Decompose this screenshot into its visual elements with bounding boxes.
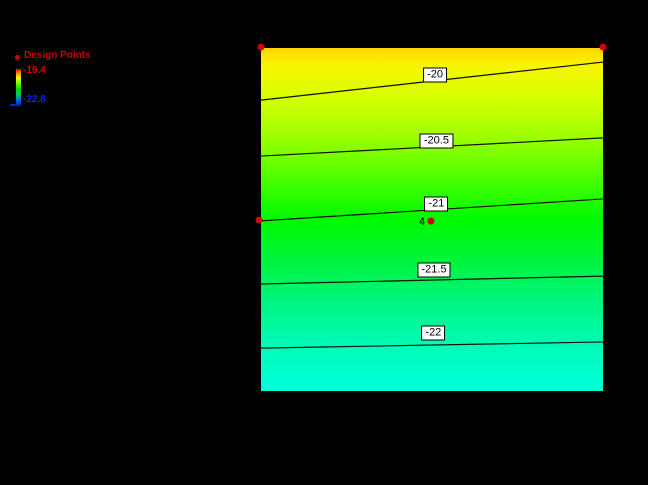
colorbar-max-label: -19.4 <box>23 65 46 76</box>
contour-label: -22 <box>421 325 446 341</box>
design-point-id-label: 4 <box>418 215 425 228</box>
vertex-marker <box>257 43 265 51</box>
design-point-dot[interactable] <box>427 217 435 225</box>
contour-label: -21 <box>424 196 449 212</box>
legend-title: Design Points <box>24 50 91 61</box>
contour-label: -21.5 <box>417 262 451 278</box>
colorbar-min-tick <box>10 104 17 106</box>
colorbar <box>16 69 21 106</box>
vertex-marker <box>599 43 607 51</box>
design-point-marker-icon <box>15 55 20 60</box>
contour-line <box>260 341 604 349</box>
contour-label: -20.5 <box>419 133 453 149</box>
contour-line <box>260 275 604 285</box>
vertex-marker <box>255 216 263 224</box>
colorbar-min-label: -22.8 <box>23 94 46 105</box>
plot-area[interactable]: -20 -20.5 -21 -21.5 -22 4 <box>255 43 607 391</box>
contour-label: -20 <box>423 67 448 83</box>
